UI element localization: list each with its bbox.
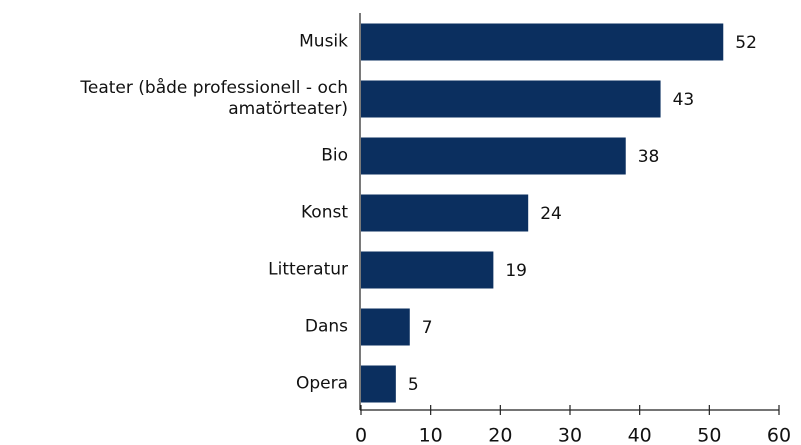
- bar: [361, 23, 724, 61]
- x-tick-label: 60: [767, 425, 791, 445]
- category-label: Teater (både professionell - och amatört…: [80, 78, 348, 119]
- data-label: 5: [408, 375, 419, 395]
- data-label: 7: [422, 318, 433, 338]
- data-label: 38: [638, 147, 660, 167]
- x-tick-label: 0: [355, 425, 367, 445]
- bar: [361, 194, 529, 232]
- x-tick-label: 50: [697, 425, 721, 445]
- x-tick-label: 40: [628, 425, 652, 445]
- data-label: 24: [540, 204, 562, 224]
- data-label: 43: [673, 90, 695, 110]
- x-tick-label: 10: [419, 425, 443, 445]
- category-label: Konst: [301, 202, 348, 223]
- bar: [361, 137, 626, 175]
- bar: [361, 251, 494, 289]
- category-label: Bio: [321, 145, 348, 166]
- bar: [361, 365, 396, 403]
- category-label: Litteratur: [268, 259, 348, 280]
- bar: [361, 80, 661, 118]
- category-label: Musik: [299, 31, 348, 52]
- category-label: Opera: [295, 373, 348, 394]
- x-tick-label: 20: [488, 425, 512, 445]
- bar: [361, 308, 410, 346]
- x-tick-label: 30: [558, 425, 582, 445]
- category-label: Dans: [304, 316, 348, 337]
- data-label: 19: [505, 261, 527, 281]
- data-label: 52: [735, 33, 757, 53]
